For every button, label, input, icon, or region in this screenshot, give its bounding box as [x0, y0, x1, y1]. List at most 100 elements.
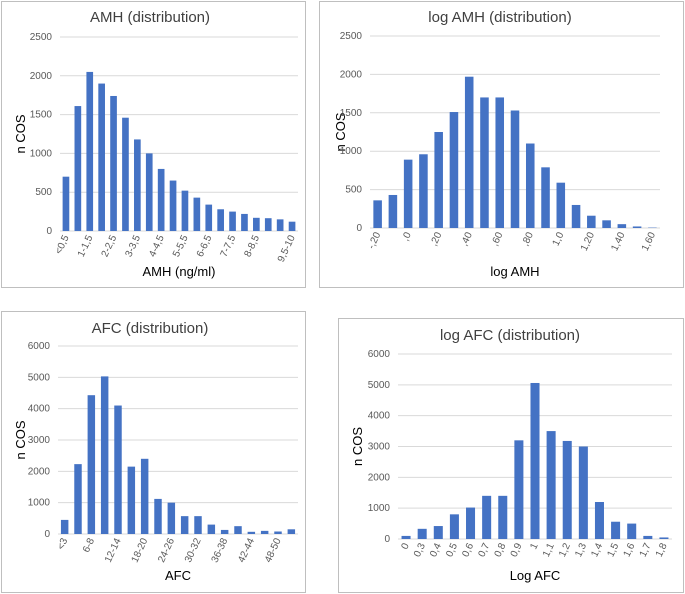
- bar: [419, 154, 428, 228]
- y-tick-label: 2500: [340, 31, 363, 42]
- bar: [169, 180, 177, 231]
- y-axis-label: n COS: [13, 114, 28, 153]
- bar: [217, 209, 224, 231]
- x-tick-label: 0,7: [477, 541, 493, 559]
- bar: [62, 176, 70, 231]
- bar: [194, 516, 202, 534]
- bar: [571, 204, 581, 228]
- bar: [205, 204, 213, 231]
- bar: [373, 200, 382, 228]
- bar: [87, 395, 96, 534]
- x-axis-label: Log AFC: [510, 568, 561, 583]
- y-tick-label: 5000: [368, 380, 391, 391]
- bar: [287, 529, 296, 534]
- bar: [388, 194, 398, 228]
- bar: [617, 224, 627, 228]
- panel: [1, 1, 306, 288]
- bar: [643, 535, 653, 539]
- x-tick-label: 0,4: [428, 541, 444, 559]
- bar: [434, 132, 443, 228]
- bar: [530, 382, 540, 539]
- bar: [74, 464, 82, 534]
- y-tick-label: 2000: [368, 472, 391, 483]
- x-tick-label: 1,5: [605, 541, 621, 559]
- y-tick-label: 1000: [28, 498, 51, 509]
- x-axis-label: AFC: [165, 568, 191, 583]
- bar: [193, 197, 201, 231]
- bar: [234, 526, 242, 534]
- bar: [495, 97, 505, 228]
- x-tick-label: 0,5: [444, 541, 460, 559]
- bar: [122, 117, 129, 231]
- y-tick-label: 1000: [30, 148, 53, 159]
- y-tick-label: 1500: [340, 108, 363, 119]
- y-tick-label: 1000: [340, 146, 363, 157]
- y-tick-label: 5000: [28, 372, 51, 383]
- chart-title: AMH (distribution): [90, 9, 210, 26]
- y-tick-label: 0: [44, 529, 50, 540]
- bar: [110, 95, 117, 231]
- y-tick-label: 500: [345, 185, 362, 196]
- bar: [181, 190, 189, 231]
- y-tick-label: 1500: [30, 110, 53, 121]
- bar: [578, 446, 588, 539]
- x-tick-label: <3: [56, 536, 71, 551]
- bar: [140, 458, 149, 534]
- x-tick-label: 1,8: [654, 541, 670, 559]
- bar: [207, 524, 216, 534]
- bar: [546, 431, 556, 539]
- y-tick-label: 0: [356, 223, 362, 234]
- y-tick-label: 2000: [28, 466, 51, 477]
- bar: [482, 495, 492, 539]
- bar: [480, 97, 489, 228]
- panel: [338, 318, 684, 593]
- x-tick-label: 0: [399, 541, 412, 551]
- x-tick-label: 1,6: [622, 541, 638, 559]
- x-axis-label: AMH (ng/ml): [143, 264, 216, 279]
- bar: [86, 71, 94, 231]
- bar: [288, 221, 296, 231]
- y-tick-label: 2000: [340, 69, 363, 80]
- y-tick-label: 6000: [368, 349, 391, 360]
- y-tick-label: 2500: [30, 32, 53, 43]
- bar: [74, 106, 82, 231]
- x-axis-label: log AMH: [490, 264, 539, 279]
- bar: [114, 405, 122, 534]
- x-tick-label: 1,2: [557, 541, 573, 559]
- y-tick-label: 0: [46, 226, 52, 237]
- bar: [253, 217, 260, 231]
- y-tick-label: 1000: [368, 503, 391, 514]
- x-tick-label: 0,8: [493, 541, 509, 559]
- x-tick-label: 1: [528, 541, 541, 551]
- bar: [449, 112, 459, 228]
- y-axis-label: n COS: [333, 112, 348, 151]
- chart-title: AFC (distribution): [92, 320, 209, 337]
- x-tick-label: 0,6: [460, 541, 476, 559]
- bar: [466, 507, 476, 539]
- bar: [514, 440, 524, 539]
- bar: [401, 535, 411, 539]
- y-tick-label: 0: [384, 534, 390, 545]
- bar: [220, 529, 229, 534]
- y-tick-label: 3000: [368, 442, 391, 453]
- bar: [562, 440, 572, 539]
- bar: [229, 211, 236, 231]
- bar: [627, 523, 637, 539]
- bar: [100, 376, 109, 534]
- bar: [127, 466, 136, 534]
- bar: [274, 531, 282, 534]
- bar: [632, 226, 642, 228]
- y-axis-label: n COS: [13, 420, 28, 459]
- bar: [594, 502, 604, 539]
- bar: [167, 502, 176, 534]
- x-tick-label: ,60: [490, 230, 506, 248]
- bar: [587, 215, 596, 228]
- bar: [602, 220, 611, 228]
- y-tick-label: 6000: [28, 341, 51, 352]
- bar: [60, 519, 69, 534]
- x-tick-label: ,40: [459, 230, 475, 248]
- bar: [264, 218, 272, 231]
- y-tick-label: 4000: [368, 411, 391, 422]
- bar: [525, 143, 535, 228]
